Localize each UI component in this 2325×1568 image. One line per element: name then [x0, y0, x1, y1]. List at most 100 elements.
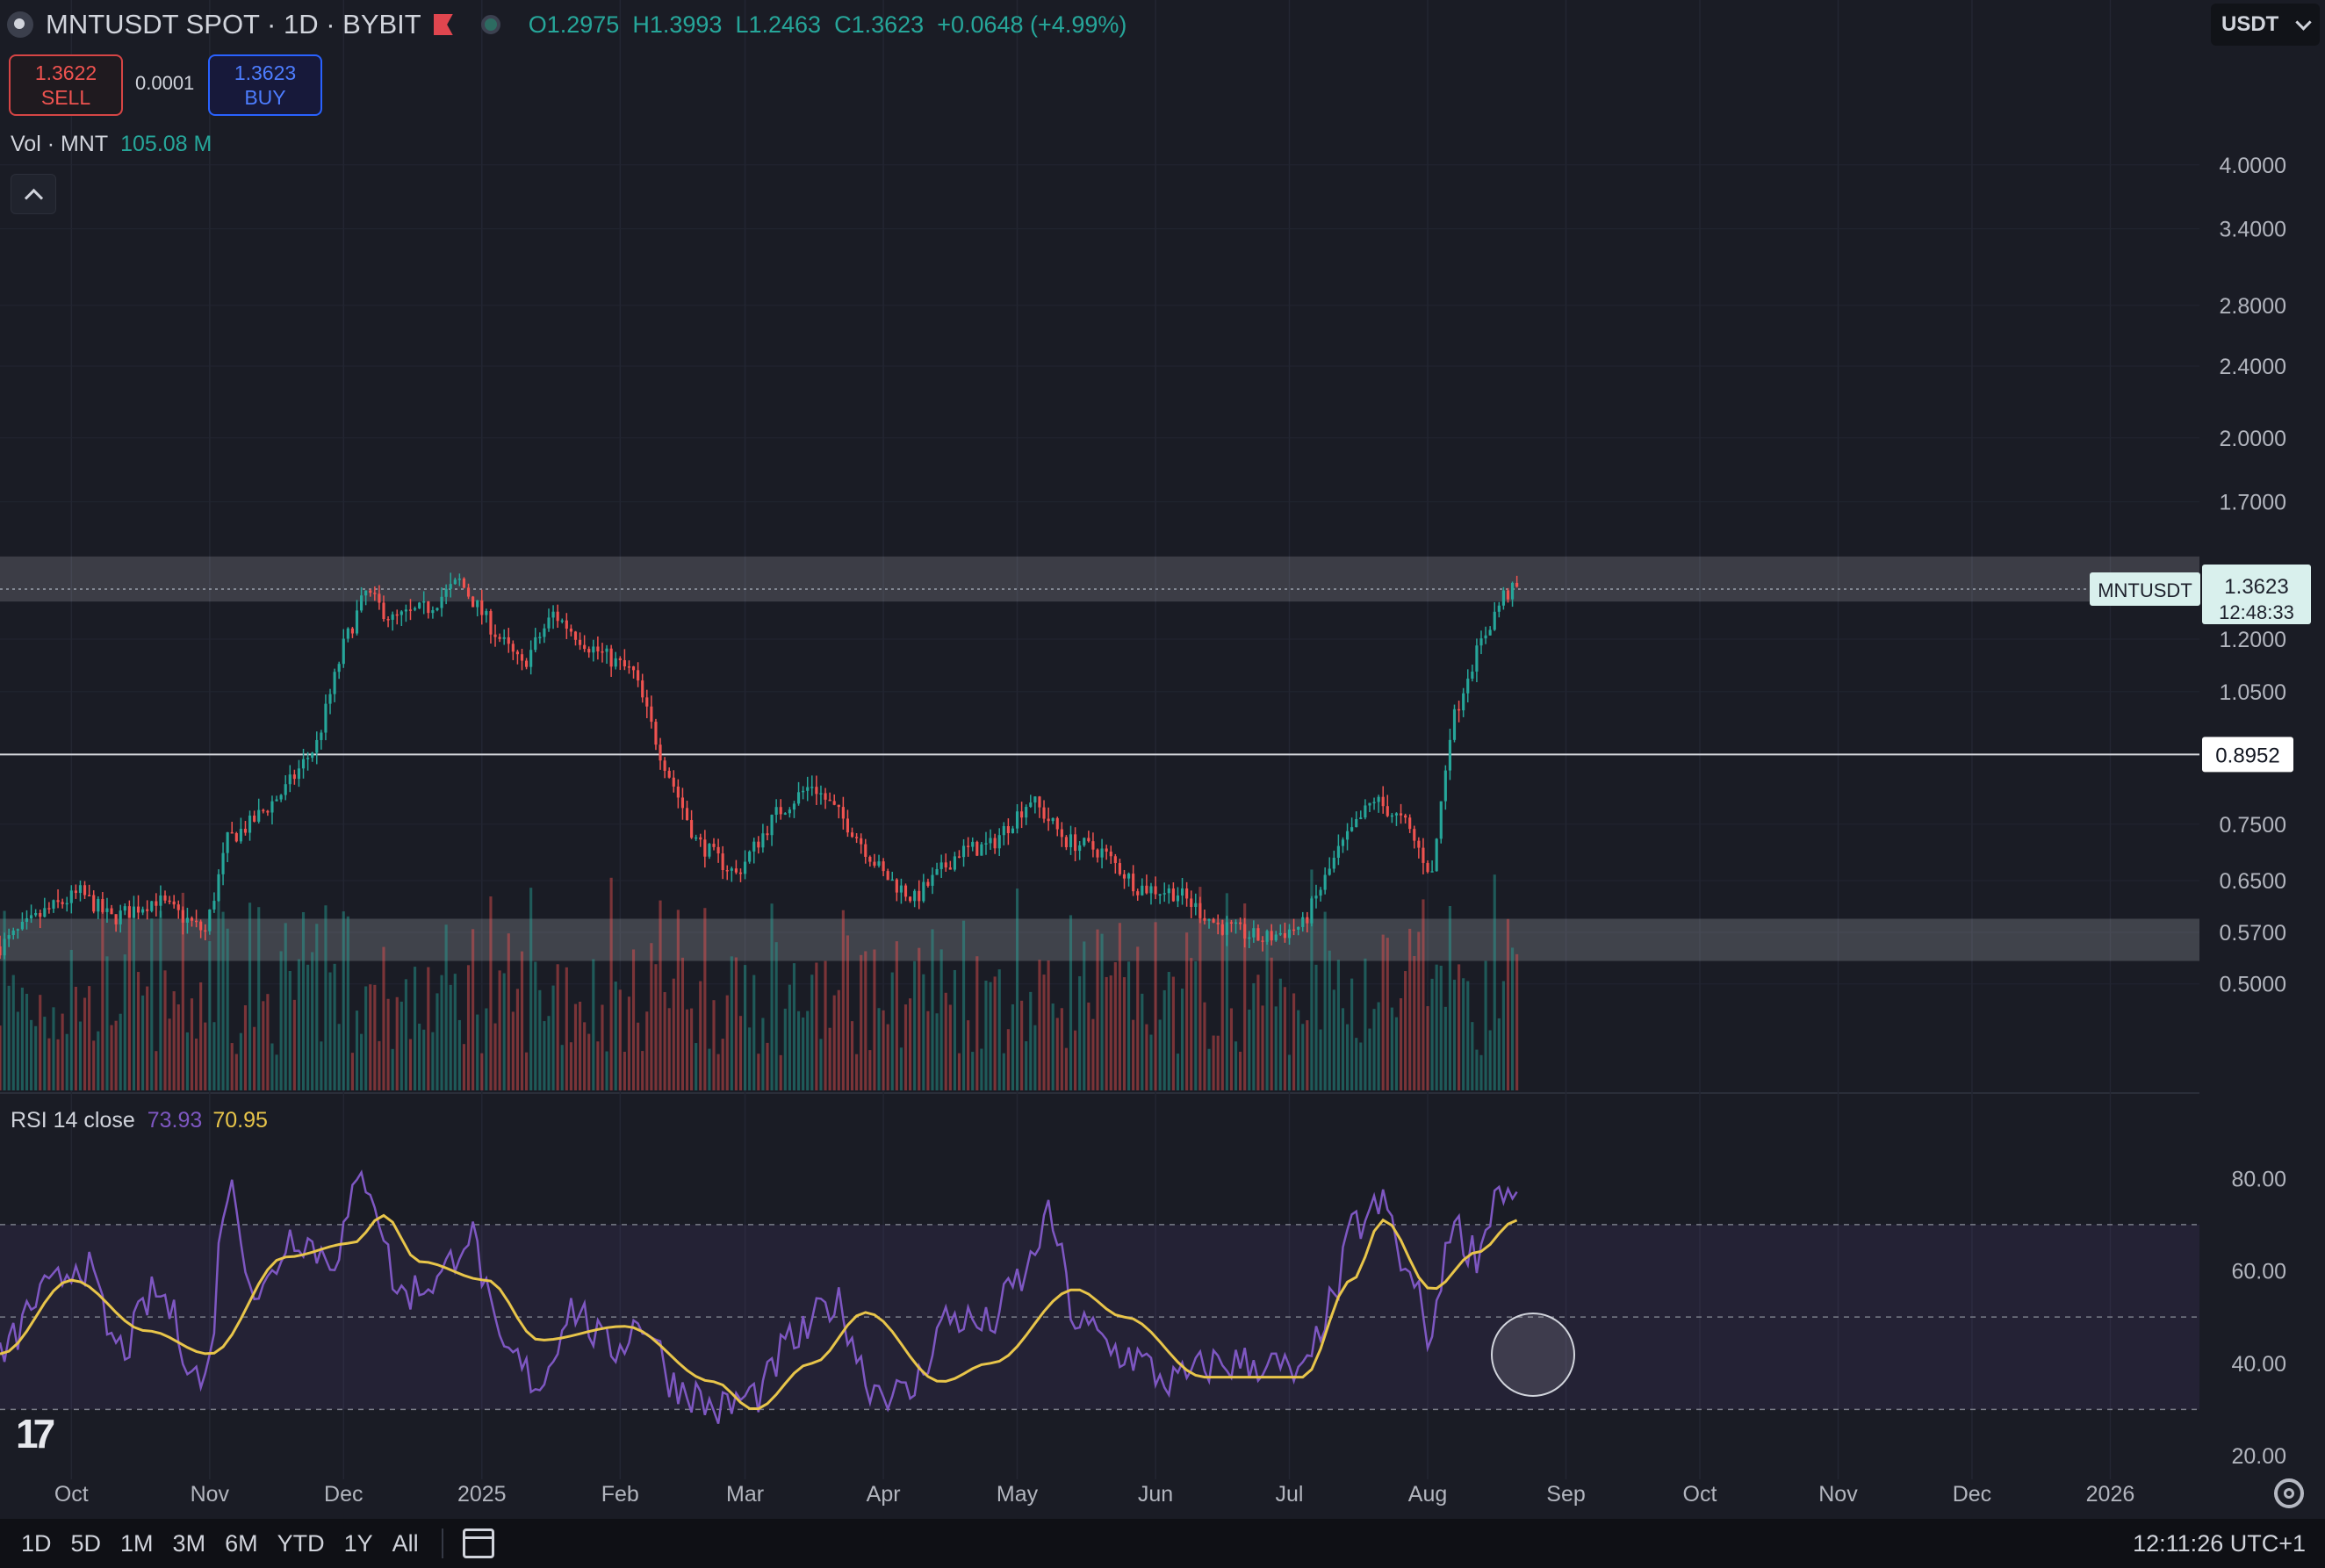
- candle-body: [369, 590, 372, 593]
- ohlc-close: C1.3623: [834, 11, 925, 38]
- candle-body: [262, 809, 265, 812]
- price-tick-label: 1.0500: [2220, 680, 2286, 705]
- volume-bar: [172, 991, 176, 1090]
- candle-body: [204, 930, 207, 932]
- rsi-legend[interactable]: RSI 14 close 73.93 70.95: [11, 1108, 268, 1133]
- volume-bar: [1475, 1049, 1479, 1090]
- candle-body: [890, 879, 894, 881]
- rsi-tick-label: 60.00: [2231, 1260, 2286, 1284]
- candle-body: [1297, 926, 1300, 930]
- volume-bar: [1243, 903, 1247, 1090]
- candle-body: [708, 844, 711, 857]
- volume-bar: [824, 960, 827, 1090]
- currency-select[interactable]: USDT: [2211, 4, 2320, 46]
- price-tick-label: 2.0000: [2220, 427, 2286, 451]
- flag-icon[interactable]: [433, 14, 453, 35]
- collapse-legend-button[interactable]: [11, 174, 56, 214]
- candle-body: [860, 838, 863, 845]
- candle-body: [796, 792, 801, 804]
- candle-body: [275, 799, 278, 802]
- candle-body: [918, 890, 921, 902]
- volume-bar: [931, 929, 934, 1090]
- timeframe-3m[interactable]: 3M: [172, 1529, 206, 1557]
- candle-body: [1122, 874, 1127, 879]
- timeframe-5d[interactable]: 5D: [70, 1529, 102, 1557]
- volume-bar: [1109, 975, 1112, 1090]
- volume-bar: [997, 969, 1001, 1090]
- buy-price: 1.3623: [234, 61, 297, 84]
- volume-bar: [1399, 998, 1403, 1090]
- candle-body: [440, 596, 443, 608]
- candle-body: [1506, 590, 1510, 600]
- buy-button[interactable]: 1.3623 BUY: [208, 54, 322, 116]
- calendar-icon[interactable]: [462, 1528, 494, 1558]
- candle-body: [1011, 828, 1015, 833]
- candle-body: [815, 787, 818, 795]
- volume-bar: [975, 956, 979, 1090]
- level-tag-box: [2202, 737, 2293, 773]
- symbol-tag-box: [2090, 572, 2200, 607]
- timeframe-1d[interactable]: 1D: [21, 1529, 52, 1557]
- timeframe-1m[interactable]: 1M: [120, 1529, 154, 1557]
- timeframe-6m[interactable]: 6M: [225, 1529, 258, 1557]
- rsi-pane: [0, 1169, 2199, 1425]
- candle-body: [618, 658, 622, 660]
- volume-bar: [355, 1011, 359, 1090]
- volume-bar: [783, 1008, 787, 1090]
- candle-body: [1055, 817, 1059, 830]
- symbol-logo-icon[interactable]: [7, 11, 33, 38]
- volume-bar: [449, 984, 452, 1090]
- volume-bar: [0, 1025, 2, 1090]
- candle-body: [637, 670, 640, 681]
- price-tick-label: 1.7000: [2220, 491, 2286, 515]
- symbol-title[interactable]: MNTUSDT SPOT · 1D · BYBIT: [46, 9, 421, 40]
- candle-body: [350, 628, 354, 634]
- candle-body: [386, 619, 390, 621]
- candle-body: [578, 639, 582, 645]
- tradingview-logo-icon[interactable]: 17: [16, 1411, 55, 1457]
- volume-bar: [695, 1043, 698, 1090]
- volume-bar: [279, 951, 283, 1090]
- candle-body: [1336, 845, 1340, 859]
- volume-bar: [757, 1054, 760, 1090]
- candle-body: [1105, 848, 1108, 852]
- timeframe-all[interactable]: All: [392, 1529, 419, 1557]
- candle-body: [1239, 922, 1242, 924]
- volume-bar: [382, 946, 385, 1090]
- last-price-tag-text: 1.3623: [2224, 575, 2288, 599]
- candle-body: [83, 885, 87, 895]
- candle-body: [1203, 917, 1206, 921]
- timeframe-1y[interactable]: 1Y: [343, 1529, 373, 1557]
- timeframe-ytd[interactable]: YTD: [277, 1529, 325, 1557]
- candle-body: [1261, 940, 1264, 942]
- volume-bar: [1113, 962, 1117, 1090]
- candle-body: [1448, 739, 1451, 771]
- candle-body: [199, 921, 203, 931]
- volume-legend[interactable]: Vol · MNT 105.08 M: [11, 132, 212, 157]
- volume-bar: [47, 1038, 51, 1090]
- candle-body: [221, 852, 225, 874]
- volume-bar: [257, 907, 261, 1090]
- price-tick-label: 0.7500: [2220, 813, 2286, 838]
- volume-bar: [1167, 972, 1170, 1090]
- settings-gear-icon[interactable]: [2274, 1478, 2304, 1508]
- volume-bar: [1336, 960, 1340, 1090]
- volume-bar: [1158, 1019, 1162, 1090]
- candle-body: [1234, 922, 1238, 924]
- symbol-tag-text: MNTUSDT: [2098, 579, 2192, 601]
- volume-bar: [1087, 1002, 1091, 1090]
- utc-clock[interactable]: 12:11:26 UTC+1: [2133, 1529, 2306, 1557]
- candle-body: [485, 611, 488, 615]
- sell-button[interactable]: 1.3622 SELL: [9, 54, 123, 116]
- volume-bar: [7, 985, 11, 1090]
- candle-body: [1515, 582, 1519, 587]
- volume-bar: [1020, 1000, 1024, 1090]
- volume-bar: [1216, 1035, 1220, 1090]
- volume-bar: [525, 1052, 529, 1090]
- volume-bar: [132, 913, 136, 1090]
- volume-bar: [1506, 918, 1510, 1090]
- candle-body: [453, 579, 457, 585]
- volume-bar: [1323, 911, 1327, 1090]
- volume-bar: [547, 1016, 551, 1090]
